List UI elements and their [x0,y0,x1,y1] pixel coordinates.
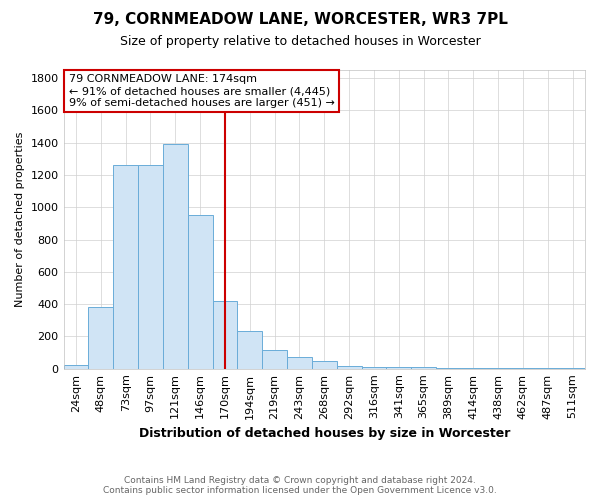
Bar [287,358,312,368]
Bar [163,144,188,368]
Bar [337,366,362,368]
Bar [262,350,287,368]
Text: 79, CORNMEADOW LANE, WORCESTER, WR3 7PL: 79, CORNMEADOW LANE, WORCESTER, WR3 7PL [92,12,508,28]
Text: 79 CORNMEADOW LANE: 174sqm
← 91% of detached houses are smaller (4,445)
9% of se: 79 CORNMEADOW LANE: 174sqm ← 91% of deta… [69,74,335,108]
Text: Contains HM Land Registry data © Crown copyright and database right 2024.
Contai: Contains HM Land Registry data © Crown c… [103,476,497,495]
Bar [238,330,262,368]
X-axis label: Distribution of detached houses by size in Worcester: Distribution of detached houses by size … [139,427,510,440]
Y-axis label: Number of detached properties: Number of detached properties [15,132,25,307]
Bar [64,364,88,368]
Bar [312,360,337,368]
Bar [212,301,238,368]
Bar [188,216,212,368]
Bar [88,308,113,368]
Bar [113,166,138,368]
Text: Size of property relative to detached houses in Worcester: Size of property relative to detached ho… [119,35,481,48]
Bar [138,166,163,368]
Bar [362,367,386,368]
